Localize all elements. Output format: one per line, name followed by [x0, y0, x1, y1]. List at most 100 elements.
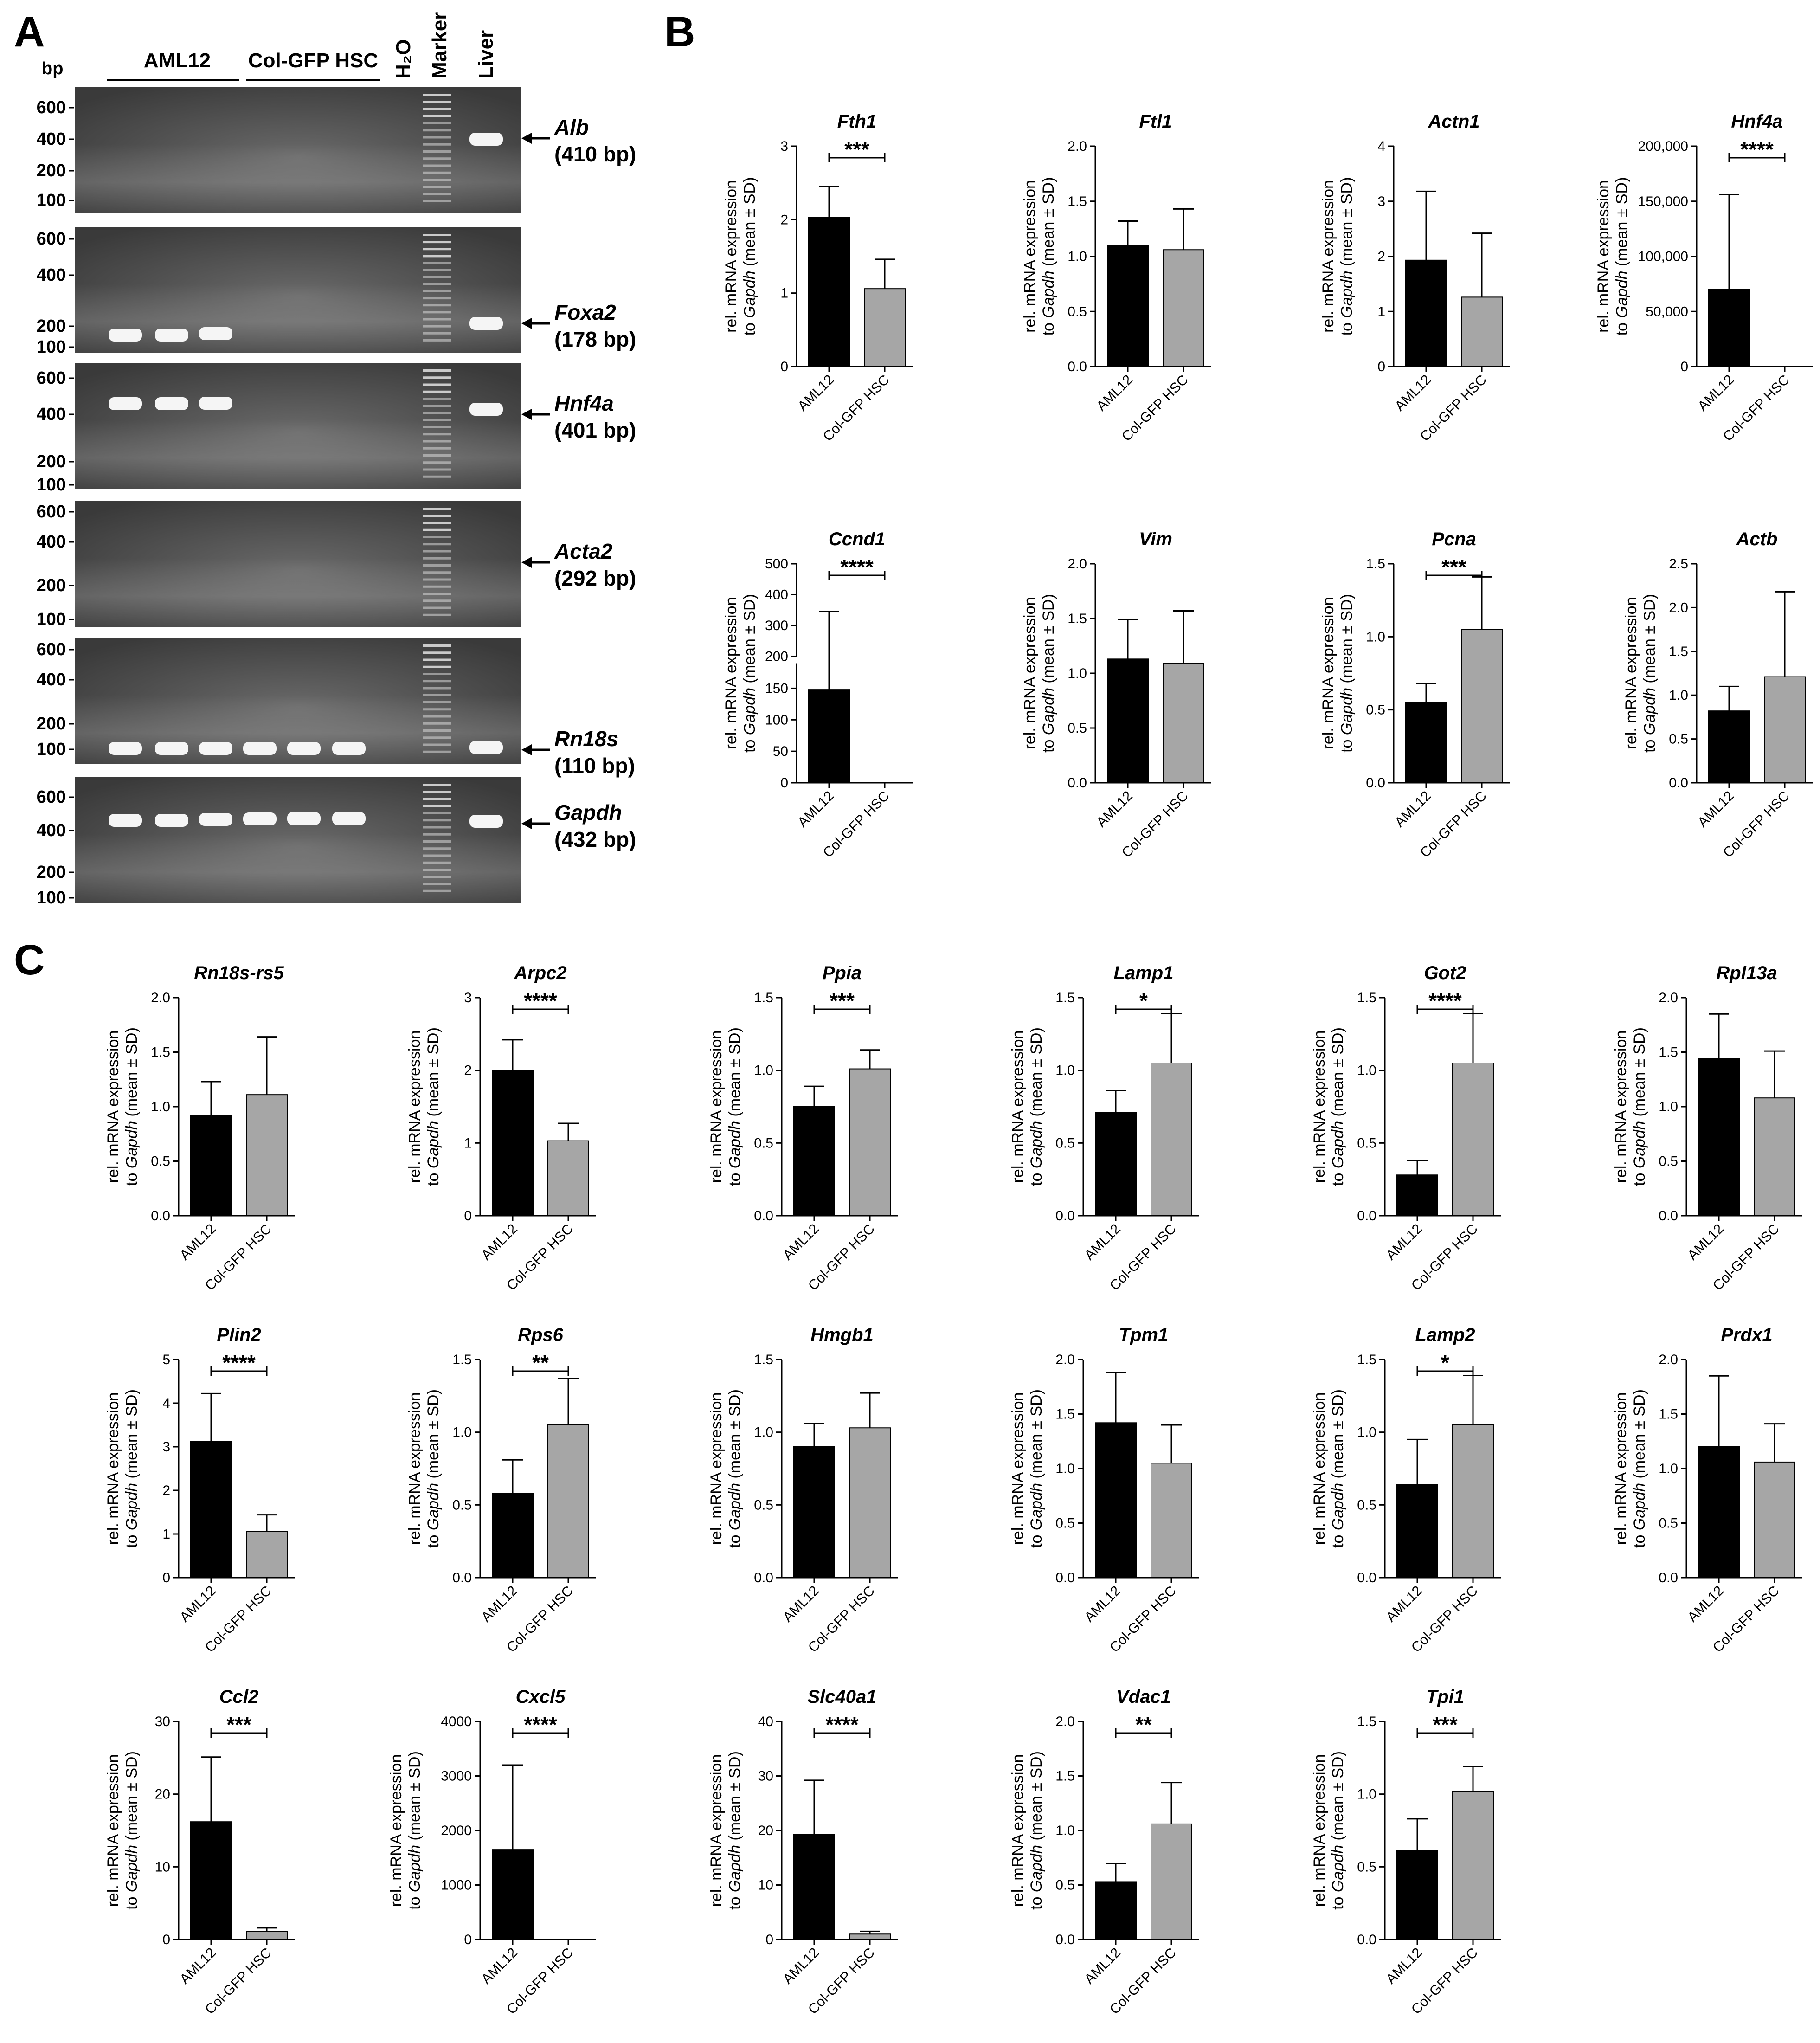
amplicon-size-label: (110 bp) [554, 754, 635, 778]
chart-title: Prdx1 [1721, 1325, 1772, 1345]
y-axis-label-prefix: to [726, 1168, 744, 1186]
arrow-head-icon [521, 818, 532, 829]
ladder-size-label: 600 [37, 368, 66, 388]
y-tick-label: 1.5 [1068, 611, 1087, 626]
chart-lamp1: Lamp1 0.0 0.5 1.0 1.5 rel. mRNA expressionto … [1009, 963, 1199, 1294]
significance-stars: *** [1441, 555, 1466, 579]
marker-ladder-band [423, 426, 451, 428]
lane-header-h2o: H₂O [392, 39, 415, 79]
y-tick-label: 0.5 [1068, 721, 1087, 736]
marker-ladder-band [423, 339, 451, 342]
y-tick-label: 1.5 [754, 990, 773, 1005]
marker-ladder-band [423, 883, 451, 885]
x-tick-label: AML12 [1081, 1945, 1124, 1987]
marker-ladder-band [423, 325, 451, 328]
y-axis-label-suffix: (mean ± SD) [741, 594, 759, 688]
y-axis-label-line1: rel. mRNA expression [1612, 1031, 1630, 1183]
y-tick-label: 50 [773, 744, 788, 759]
y-tick-label: 300 [765, 618, 788, 633]
y-axis-label-line2: to Gapdh (mean ± SD) [1613, 177, 1631, 336]
y-axis-label-suffix: (mean ± SD) [1338, 594, 1356, 688]
significance-stars: **** [222, 1351, 256, 1375]
marker-ladder-band [423, 332, 451, 335]
x-tick-label: AML12 [177, 1221, 219, 1263]
y-axis-label-line1: rel. mRNA expression [1311, 1754, 1328, 1907]
chart-title: Hmgb1 [810, 1325, 874, 1345]
y-tick-label: 4 [162, 1396, 170, 1411]
y-tick-label: 20 [758, 1823, 773, 1838]
pcr-product-band [469, 403, 503, 416]
chart-rn18s-rs5: Rn18s-rs5 0.0 0.5 1.0 1.5 2.0 rel. mRNA expres… [104, 963, 295, 1294]
y-tick-label: 0.0 [1366, 775, 1385, 791]
y-tick-label: 0.0 [151, 1208, 170, 1224]
chart-title: Lamp1 [1114, 963, 1174, 983]
marker-ladder-band [423, 784, 451, 786]
y-axis-label-gene: Gapdh [1329, 1483, 1347, 1530]
bar-aml12 [1095, 1422, 1137, 1579]
y-axis-label-line2: to Gapdh (mean ± SD) [1028, 1389, 1045, 1548]
y-tick-label: 0 [780, 359, 788, 374]
y-axis-label-line2: to Gapdh (mean ± SD) [1329, 1389, 1347, 1548]
chart-ccl2: Ccl2 0 10 20 30 rel. mRNA expressionto Gapdh … [104, 1687, 295, 2017]
y-tick-label: 3000 [441, 1769, 472, 1784]
arrow-head-icon [521, 318, 532, 329]
pcr-product-band [155, 742, 188, 755]
chart-slc40a1: Slc40a1 0 10 20 30 40 rel. mRNA expressionto G… [707, 1687, 898, 2017]
chart-title: Got2 [1424, 963, 1466, 983]
marker-ladder-band [423, 651, 451, 654]
marker-ladder-band [423, 171, 451, 174]
y-axis-label: rel. mRNA expressionto Gapdh (mean ± SD) [1311, 1751, 1347, 1910]
y-axis-label-prefix: to [1329, 1892, 1347, 1910]
chart-title: Rn18s-rs5 [194, 963, 284, 983]
y-axis-label-line2: to Gapdh (mean ± SD) [1631, 1027, 1648, 1186]
y-tick-label: 100 [765, 712, 788, 728]
pcr-product-band [332, 812, 366, 825]
chart-title: Rpl13a [1716, 963, 1777, 983]
y-axis-label-gene: Gapdh [741, 688, 759, 735]
y-axis-label-line2: to Gapdh (mean ± SD) [741, 177, 759, 336]
y-axis-label-line2: to Gapdh (mean ± SD) [726, 1027, 744, 1186]
y-tick-label: 0.5 [754, 1497, 773, 1513]
pcr-product-band [199, 742, 232, 755]
y-tick-label: 0.5 [1357, 1859, 1376, 1875]
y-tick-label: 0.5 [1659, 1154, 1678, 1169]
y-tick-label: 1.5 [1659, 1045, 1678, 1060]
significance-stars: **** [1740, 137, 1774, 161]
ladder-size-label: 200 [37, 714, 66, 734]
y-tick-label: 200,000 [1638, 139, 1688, 154]
lane-header-marker: Marker [428, 12, 451, 79]
y-tick-label: 0 [1680, 359, 1688, 374]
y-axis-label-suffix: (mean ± SD) [726, 1389, 744, 1483]
y-axis-label-prefix: to [1040, 735, 1057, 753]
y-axis-label-gene: Gapdh [1338, 688, 1356, 735]
panel-label-a: A [14, 8, 45, 56]
marker-ladder-band [423, 606, 451, 609]
chart-cxcl5: Cxcl5 0 1000 2000 3000 4000 rel. mRNA expressi… [387, 1687, 596, 2017]
y-tick-label: 0.5 [1055, 1135, 1075, 1151]
chart-fth1: Fth1 0 1 2 3 rel. mRNA expressionto Gapdh (me… [722, 111, 913, 445]
y-axis-label-line1: rel. mRNA expression [1009, 1031, 1027, 1183]
y-axis-label-suffix: (mean ± SD) [1631, 1389, 1648, 1483]
bar-col-gfp-hsc [1452, 1424, 1494, 1578]
y-tick-label: 1000 [441, 1878, 472, 1893]
y-axis-label-gene: Gapdh [1641, 688, 1659, 735]
bar-col-gfp-hsc [1764, 676, 1806, 783]
marker-ladder-band [423, 613, 451, 616]
marker-ladder-band [423, 571, 451, 574]
y-axis-label: rel. mRNA expressionto Gapdh (mean ± SD) [707, 1027, 744, 1186]
y-tick-label: 2 [464, 1063, 472, 1078]
y-axis-label-prefix: to [1040, 318, 1057, 336]
y-tick-label: 1.5 [754, 1352, 773, 1367]
bar-col-gfp-hsc [1461, 296, 1503, 367]
chart-title: Fth1 [837, 111, 876, 132]
y-tick-label: 0 [1377, 359, 1385, 374]
y-axis-label-gene: Gapdh [1329, 1121, 1347, 1168]
bar-aml12 [1107, 245, 1149, 367]
y-axis-label-prefix: to [1028, 1892, 1045, 1910]
y-tick-label: 1.5 [1366, 556, 1385, 572]
marker-ladder-band [423, 826, 451, 829]
y-axis-label-line2: to Gapdh (mean ± SD) [1338, 177, 1356, 336]
y-tick-label: 2 [1377, 249, 1385, 264]
y-axis-label-gene: Gapdh [424, 1121, 442, 1168]
chart-pcna: Pcna 0.0 0.5 1.0 1.5 rel. mRNA expressionto G… [1319, 529, 1510, 861]
